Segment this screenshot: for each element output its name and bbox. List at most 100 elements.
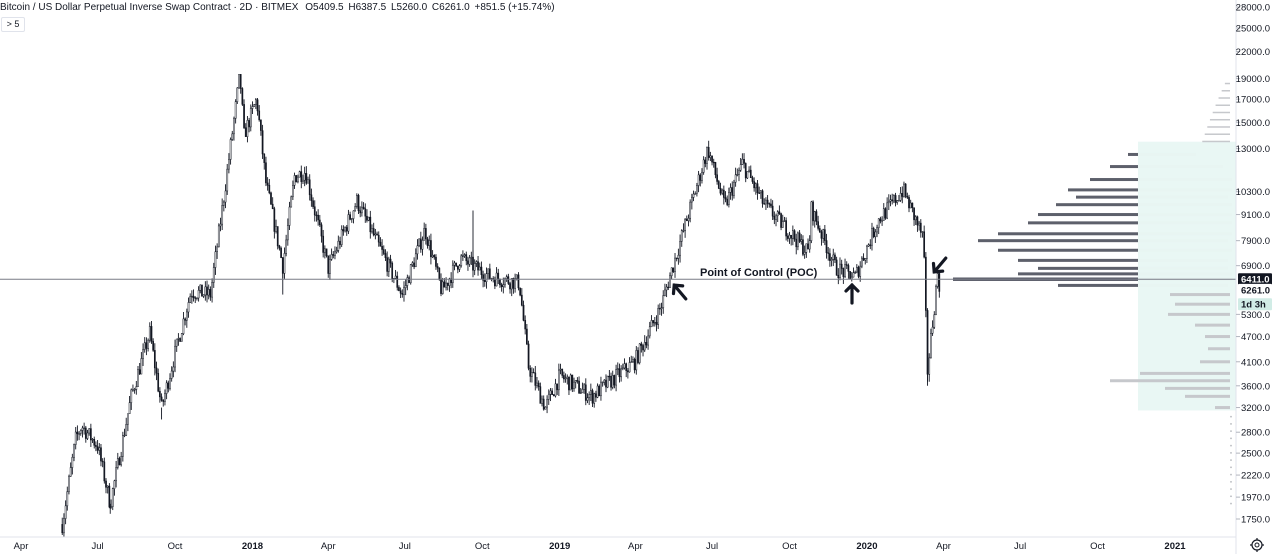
candle-body bbox=[251, 106, 254, 109]
candle-body bbox=[869, 244, 872, 246]
open-value: O5409.5 bbox=[305, 2, 344, 13]
candle-body bbox=[674, 257, 676, 272]
price-axis-label: 1970.0 bbox=[1241, 493, 1270, 504]
low-value: L5260.0 bbox=[390, 2, 428, 13]
candle-body bbox=[234, 101, 237, 119]
candle-body bbox=[268, 184, 271, 194]
candle-body bbox=[677, 254, 680, 259]
time-axis[interactable]: Apr Jul Oct 2018 Apr Jul Oct 2019 Apr Jul Oct 2020 A… bbox=[14, 541, 1187, 552]
candle-body bbox=[712, 161, 715, 164]
candle-body bbox=[682, 230, 685, 232]
price-axis-label: 4700.0 bbox=[1241, 332, 1270, 343]
candle-body bbox=[148, 326, 151, 341]
candle-body bbox=[480, 266, 483, 275]
candle-body bbox=[894, 195, 897, 203]
candle-body bbox=[179, 338, 181, 342]
candle-body bbox=[842, 268, 845, 277]
candle-body bbox=[909, 202, 912, 209]
volume-profile-bar bbox=[1128, 152, 1138, 156]
candle-body bbox=[753, 181, 755, 189]
candle-body bbox=[839, 263, 841, 279]
candle-body bbox=[527, 343, 530, 369]
candle-body bbox=[780, 213, 782, 228]
candle-body bbox=[630, 361, 633, 363]
candle-body bbox=[84, 427, 87, 439]
candle-body bbox=[744, 163, 747, 179]
candle-body bbox=[857, 267, 860, 277]
candle-body bbox=[887, 200, 890, 204]
candle-body bbox=[105, 480, 107, 488]
candle-body bbox=[936, 273, 939, 287]
candle-body bbox=[514, 278, 516, 289]
candle-body bbox=[561, 368, 564, 376]
candle-body bbox=[635, 350, 638, 371]
candle-body bbox=[308, 179, 311, 196]
price-axis-label: 3600.0 bbox=[1241, 381, 1270, 392]
volume-profile-bar bbox=[1138, 213, 1232, 217]
candle-body bbox=[719, 188, 722, 194]
candle-body bbox=[515, 274, 518, 279]
countdown-tag-bg bbox=[1238, 298, 1272, 311]
candle-body bbox=[488, 268, 491, 280]
time-axis-label: Apr bbox=[321, 541, 336, 552]
candle-body bbox=[329, 259, 331, 274]
settings-gear-icon[interactable] bbox=[1250, 538, 1264, 552]
candle-body bbox=[318, 219, 321, 226]
candle-body bbox=[76, 431, 79, 435]
candle-body bbox=[554, 383, 557, 397]
price-axis[interactable]: 28000.0 25000.0 22000.0 19000.0 17000.0 15000… bbox=[1236, 3, 1270, 526]
poc-annotation: Point of Control (POC) bbox=[700, 267, 818, 279]
candle-body bbox=[453, 262, 456, 266]
candle-body bbox=[855, 267, 858, 273]
candle-body bbox=[531, 371, 533, 377]
candle-body bbox=[627, 370, 629, 373]
candle-body bbox=[362, 206, 365, 209]
volume-profile-bar bbox=[1215, 104, 1230, 107]
arrow-icon bbox=[931, 256, 948, 274]
candle-body bbox=[928, 357, 931, 375]
candle-body bbox=[209, 289, 212, 298]
candle-body bbox=[741, 159, 744, 165]
candle-body bbox=[288, 206, 291, 226]
volume-profile-bar bbox=[1110, 165, 1138, 169]
candle-body bbox=[886, 202, 888, 219]
candle-body bbox=[66, 491, 69, 507]
candle-body bbox=[802, 239, 804, 255]
candle-body bbox=[916, 216, 919, 226]
countdown-tag: 1d 3h bbox=[1238, 298, 1272, 311]
candle-body bbox=[728, 192, 730, 205]
symbol-title[interactable]: Bitcoin / US Dollar Perpetual Inverse Sw… bbox=[0, 2, 299, 13]
time-axis-label: Oct bbox=[782, 541, 797, 552]
candle-body bbox=[559, 368, 562, 371]
candle-body bbox=[236, 87, 239, 102]
candle-body bbox=[704, 159, 707, 164]
candle-body bbox=[797, 232, 799, 248]
candle-body bbox=[547, 393, 550, 400]
candle-body bbox=[406, 277, 409, 286]
candle-body bbox=[760, 190, 762, 194]
candle-body bbox=[534, 372, 537, 386]
volume-profile-bar bbox=[1140, 371, 1230, 375]
candle-body bbox=[457, 265, 459, 270]
candle-body bbox=[270, 192, 272, 205]
candle-body bbox=[643, 342, 646, 351]
candle-body bbox=[180, 333, 183, 342]
candle-body bbox=[714, 162, 717, 176]
candle-body bbox=[322, 235, 325, 253]
candle-body bbox=[113, 480, 116, 489]
candle-body bbox=[913, 207, 915, 221]
candle-body bbox=[591, 390, 594, 404]
candle-body bbox=[266, 182, 269, 186]
indicators-collapse-button[interactable]: > 5 bbox=[1, 17, 25, 32]
candle-body bbox=[359, 210, 362, 214]
volume-profile-bar bbox=[1138, 188, 1232, 192]
candle-body bbox=[546, 399, 548, 408]
candle-body bbox=[221, 205, 224, 225]
time-axis-label: 2020 bbox=[856, 541, 877, 552]
candle-body bbox=[763, 203, 766, 205]
candle-body bbox=[610, 375, 612, 388]
candle-body bbox=[778, 211, 781, 214]
candle-body bbox=[352, 210, 355, 219]
